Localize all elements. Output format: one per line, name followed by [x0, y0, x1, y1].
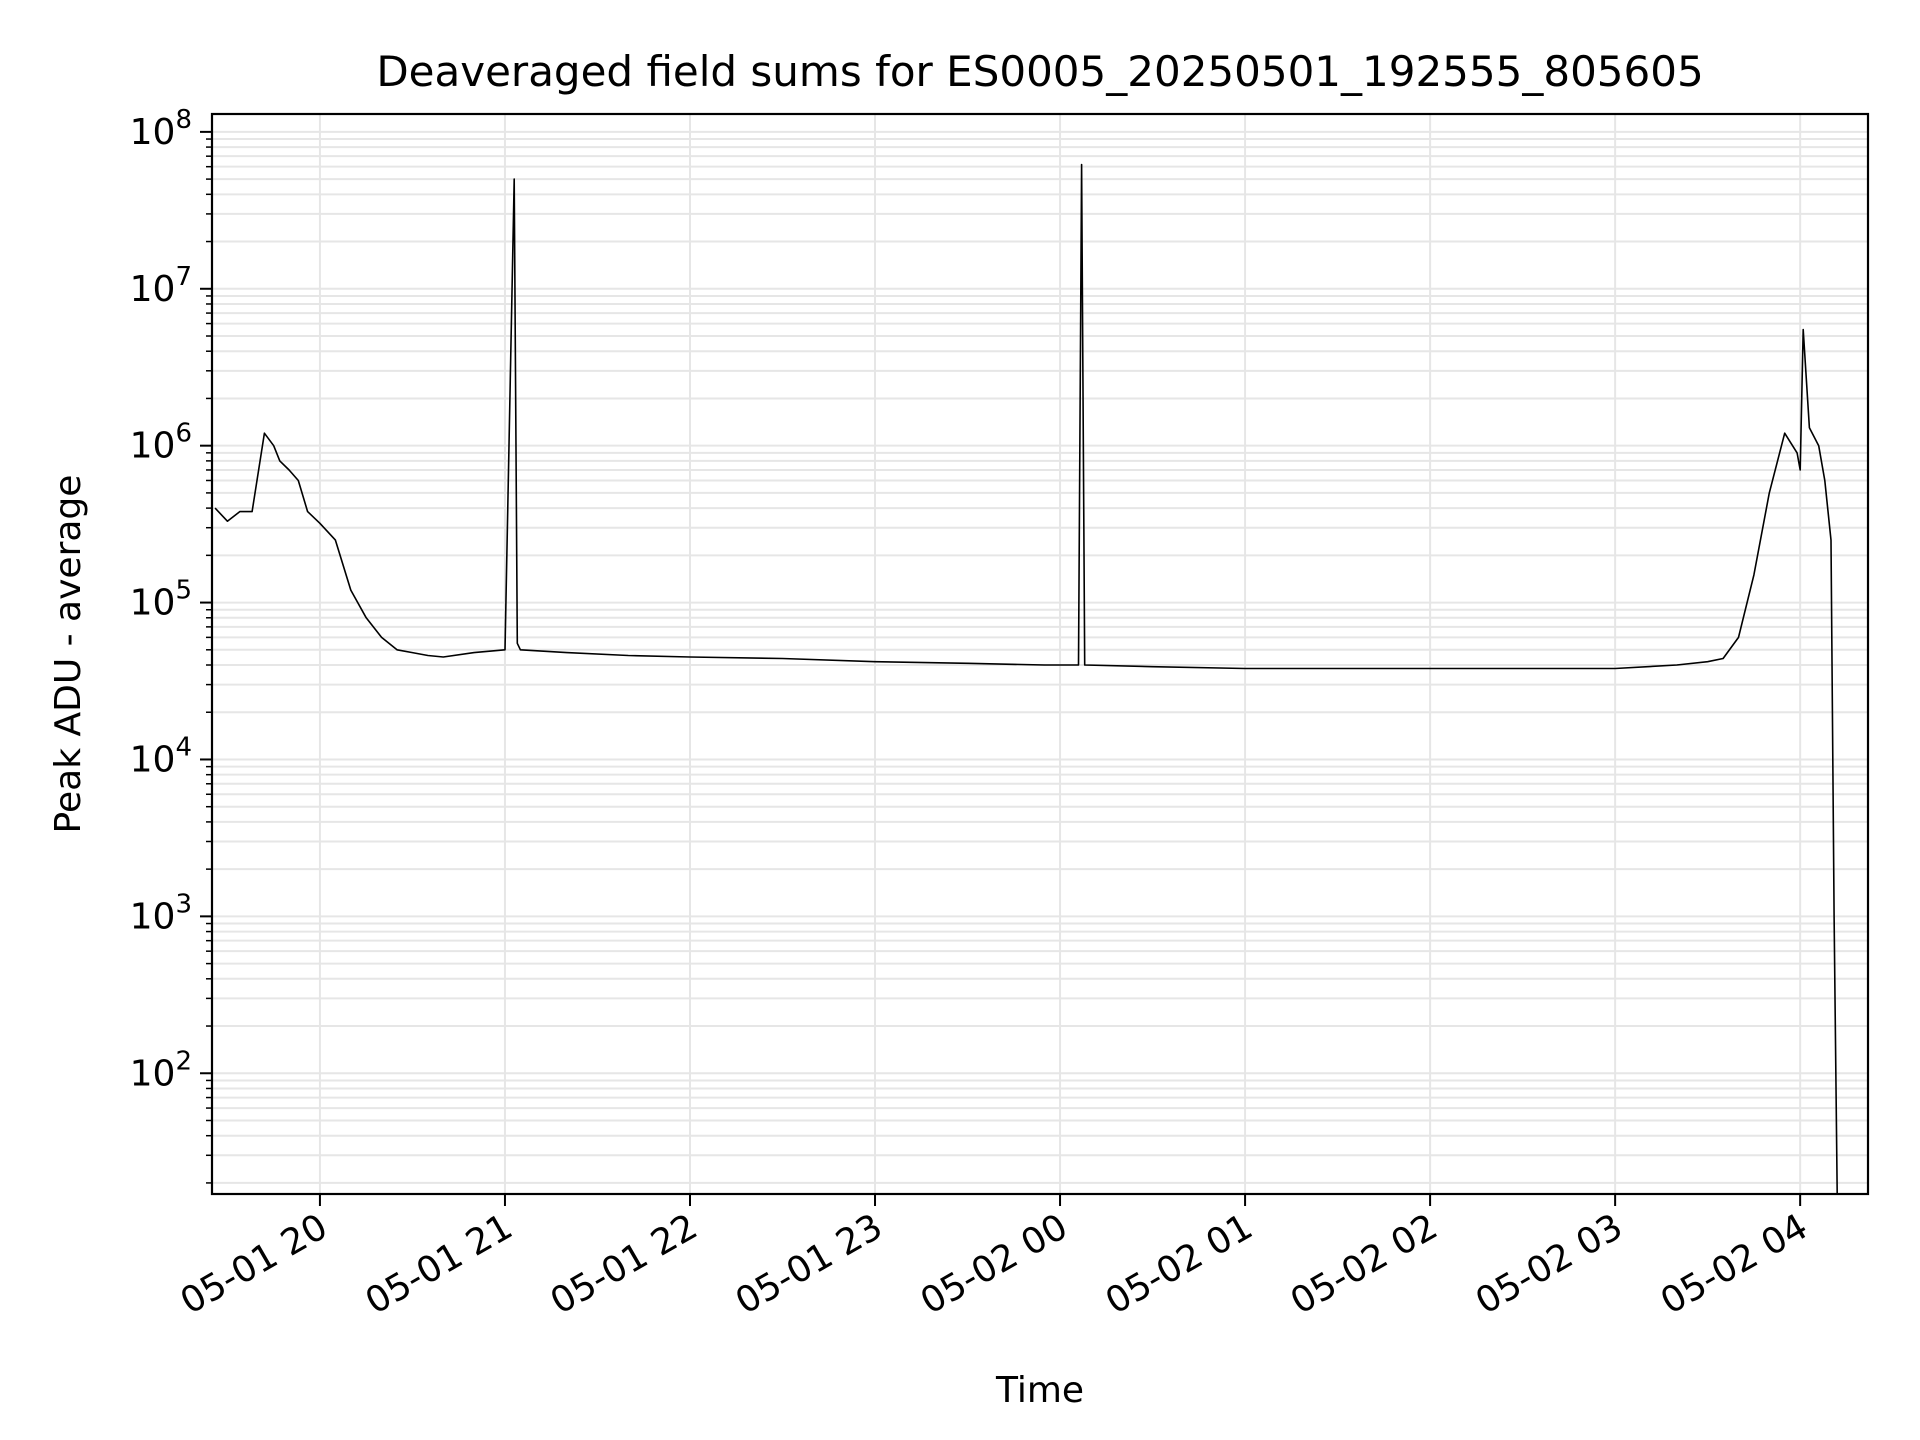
- x-tick-label: 05-02 02: [1284, 1206, 1445, 1322]
- y-tick-label: 107: [130, 262, 192, 310]
- x-tick-label: 05-02 04: [1654, 1206, 1815, 1322]
- grid-layer: [212, 114, 1868, 1194]
- chart-title: Deaveraged field sums for ES0005_2025050…: [376, 47, 1703, 96]
- y-axis-label: Peak ADU - average: [48, 475, 89, 834]
- x-tick-label: 05-02 01: [1099, 1206, 1260, 1322]
- series-line: [214, 163, 1838, 1195]
- x-tick-label: 05-01 21: [359, 1206, 520, 1322]
- x-tick-label: 05-01 20: [174, 1206, 335, 1322]
- y-tick-label: 108: [130, 105, 192, 153]
- series-layer: [214, 163, 1838, 1195]
- y-tick-label: 104: [130, 732, 192, 780]
- x-tick-label: 05-01 22: [544, 1206, 705, 1322]
- x-tick-label: 05-02 03: [1469, 1206, 1630, 1322]
- y-tick-label: 103: [130, 889, 192, 937]
- x-tick-label: 05-02 00: [914, 1206, 1075, 1322]
- x-tick-label: 05-01 23: [729, 1206, 890, 1322]
- plot-frame: [210, 112, 1870, 1196]
- y-tick-label: 106: [130, 419, 192, 467]
- y-tick-label: 105: [130, 576, 192, 624]
- x-axis-label: Time: [995, 1370, 1084, 1411]
- y-tick-label: 102: [130, 1046, 192, 1094]
